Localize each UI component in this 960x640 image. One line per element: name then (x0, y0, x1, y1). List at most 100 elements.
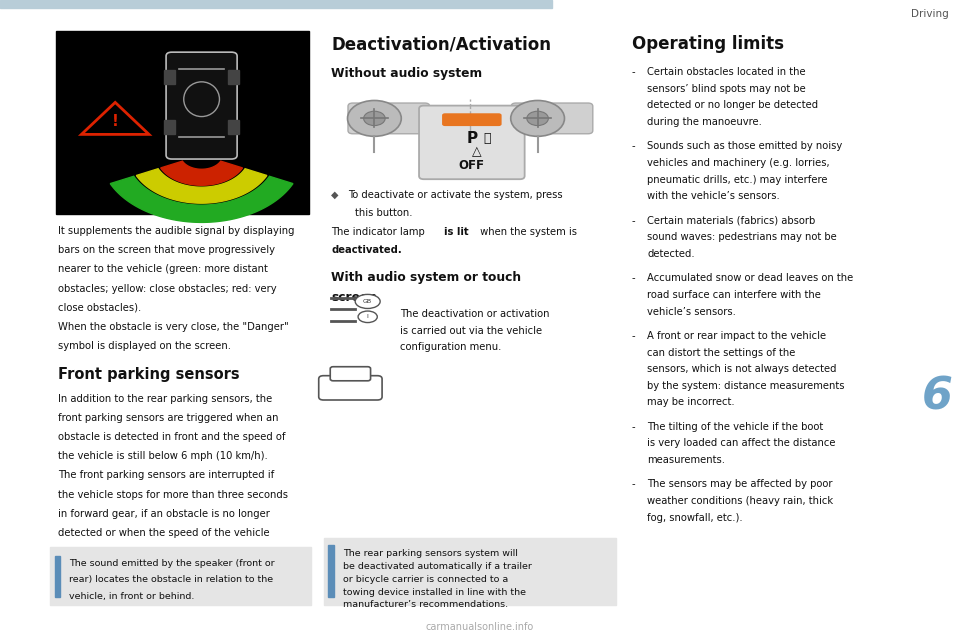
Text: Certain materials (fabrics) absorb: Certain materials (fabrics) absorb (647, 216, 815, 226)
Text: manufacturer’s recommendations.: manufacturer’s recommendations. (343, 600, 508, 609)
Text: may be incorrect.: may be incorrect. (647, 397, 734, 408)
Bar (56, 31, 309, 214)
Text: The tilting of the vehicle if the boot: The tilting of the vehicle if the boot (647, 422, 824, 432)
Text: A front or rear impact to the vehicle: A front or rear impact to the vehicle (647, 331, 827, 341)
Ellipse shape (358, 311, 377, 323)
Text: sensors, which is not always detected: sensors, which is not always detected (647, 364, 836, 374)
Text: -: - (632, 216, 636, 226)
Text: nearer to the vehicle (green: more distant: nearer to the vehicle (green: more dista… (58, 264, 268, 275)
Ellipse shape (511, 100, 564, 136)
Text: GB: GB (363, 299, 372, 304)
Text: Certain obstacles located in the: Certain obstacles located in the (647, 67, 805, 77)
Text: is carried out via the vehicle: is carried out via the vehicle (400, 326, 542, 336)
Text: Sounds such as those emitted by noisy: Sounds such as those emitted by noisy (647, 141, 842, 152)
Bar (228, 120, 239, 134)
Bar (228, 70, 239, 84)
Text: symbol is displayed on the screen.: symbol is displayed on the screen. (58, 341, 230, 351)
Text: rear) locates the obstacle in relation to the: rear) locates the obstacle in relation t… (69, 575, 274, 584)
Text: the vehicle is still below 6 mph (10 km/h).: the vehicle is still below 6 mph (10 km/… (58, 451, 267, 461)
Text: detected.: detected. (647, 249, 695, 259)
Text: The indicator lamp: The indicator lamp (331, 227, 428, 237)
Text: be deactivated automatically if a trailer: be deactivated automatically if a traile… (343, 562, 532, 571)
Text: Without audio system: Without audio system (331, 67, 482, 80)
Text: fog, snowfall, etc.).: fog, snowfall, etc.). (647, 513, 743, 523)
Text: bars on the screen that move progressively: bars on the screen that move progressive… (58, 245, 275, 255)
Text: Driving: Driving (911, 9, 948, 19)
Text: or bicycle carrier is connected to a: or bicycle carrier is connected to a (343, 575, 508, 584)
Text: -: - (632, 422, 636, 432)
FancyBboxPatch shape (442, 113, 501, 126)
Text: 6: 6 (923, 375, 953, 419)
Bar (50, 547, 311, 605)
Text: To deactivate or activate the system, press: To deactivate or activate the system, pr… (348, 190, 564, 200)
Text: towing device installed in line with the: towing device installed in line with the (343, 588, 526, 596)
Text: OFF: OFF (459, 159, 485, 172)
Polygon shape (110, 176, 293, 222)
Text: configuration menu.: configuration menu. (400, 342, 502, 353)
Text: exceeds 6 mph (10 km/h).: exceeds 6 mph (10 km/h). (58, 547, 188, 557)
Text: carmanualsonline.info: carmanualsonline.info (426, 621, 534, 632)
FancyBboxPatch shape (348, 103, 430, 134)
Ellipse shape (348, 100, 401, 136)
Text: -: - (632, 67, 636, 77)
Text: With audio system or touch: With audio system or touch (331, 271, 521, 284)
FancyBboxPatch shape (319, 376, 382, 400)
Text: measurements.: measurements. (647, 455, 725, 465)
Text: I: I (367, 314, 369, 319)
Text: P: P (467, 131, 477, 146)
Text: can distort the settings of the: can distort the settings of the (647, 348, 796, 358)
Bar (324, 538, 616, 605)
Text: in forward gear, if an obstacle is no longer: in forward gear, if an obstacle is no lo… (58, 509, 270, 519)
Ellipse shape (527, 111, 548, 125)
Text: is lit: is lit (444, 227, 469, 237)
Text: The sensors may be affected by poor: The sensors may be affected by poor (647, 479, 832, 490)
Polygon shape (136, 169, 267, 203)
Text: The front parking sensors are interrupted if: The front parking sensors are interrupte… (58, 470, 274, 481)
Text: The sound emitted by the speaker (front or: The sound emitted by the speaker (front … (69, 559, 275, 568)
Text: vehicle’s sensors.: vehicle’s sensors. (647, 307, 736, 317)
Text: Front parking sensors: Front parking sensors (58, 367, 239, 381)
Text: ⧖: ⧖ (483, 132, 491, 145)
Text: by the system: distance measurements: by the system: distance measurements (647, 381, 845, 391)
Text: -: - (632, 479, 636, 490)
Text: -: - (632, 141, 636, 152)
Text: detected or when the speed of the vehicle: detected or when the speed of the vehicl… (58, 528, 269, 538)
Text: The deactivation or activation: The deactivation or activation (400, 309, 550, 319)
Bar (0, 0, 552, 8)
Bar (164, 120, 175, 134)
Polygon shape (160, 161, 243, 185)
Ellipse shape (364, 111, 385, 125)
Text: The rear parking sensors system will: The rear parking sensors system will (343, 549, 517, 558)
Text: close obstacles).: close obstacles). (58, 303, 141, 313)
Ellipse shape (183, 82, 220, 116)
Text: obstacle is detected in front and the speed of: obstacle is detected in front and the sp… (58, 432, 285, 442)
Text: with the vehicle’s sensors.: with the vehicle’s sensors. (647, 191, 780, 202)
Bar (328, 545, 334, 597)
Text: In addition to the rear parking sensors, the: In addition to the rear parking sensors,… (58, 394, 272, 404)
Text: ◆: ◆ (331, 190, 339, 200)
Text: -: - (632, 331, 636, 341)
Text: front parking sensors are triggered when an: front parking sensors are triggered when… (58, 413, 278, 423)
FancyBboxPatch shape (330, 367, 371, 381)
Text: -: - (632, 273, 636, 284)
Text: When the obstacle is very close, the "Danger": When the obstacle is very close, the "Da… (58, 322, 288, 332)
Text: Operating limits: Operating limits (632, 35, 783, 53)
Text: is very loaded can affect the distance: is very loaded can affect the distance (647, 438, 835, 449)
Text: sound waves: pedestrians may not be: sound waves: pedestrians may not be (647, 232, 837, 243)
Text: screen: screen (331, 291, 377, 304)
Text: the vehicle stops for more than three seconds: the vehicle stops for more than three se… (58, 490, 288, 500)
Text: Deactivation/Activation: Deactivation/Activation (331, 35, 551, 53)
FancyBboxPatch shape (166, 52, 237, 159)
Text: road surface can interfere with the: road surface can interfere with the (647, 290, 821, 300)
Text: this button.: this button. (355, 208, 413, 218)
Text: It supplements the audible signal by displaying: It supplements the audible signal by dis… (58, 226, 294, 236)
Bar (164, 70, 175, 84)
Text: during the manoeuvre.: during the manoeuvre. (647, 117, 762, 127)
Ellipse shape (355, 294, 380, 308)
Text: △: △ (471, 145, 482, 158)
FancyBboxPatch shape (419, 106, 524, 179)
Text: weather conditions (heavy rain, thick: weather conditions (heavy rain, thick (647, 496, 833, 506)
FancyBboxPatch shape (511, 103, 592, 134)
Bar (55, 556, 60, 597)
Text: !: ! (111, 114, 119, 129)
